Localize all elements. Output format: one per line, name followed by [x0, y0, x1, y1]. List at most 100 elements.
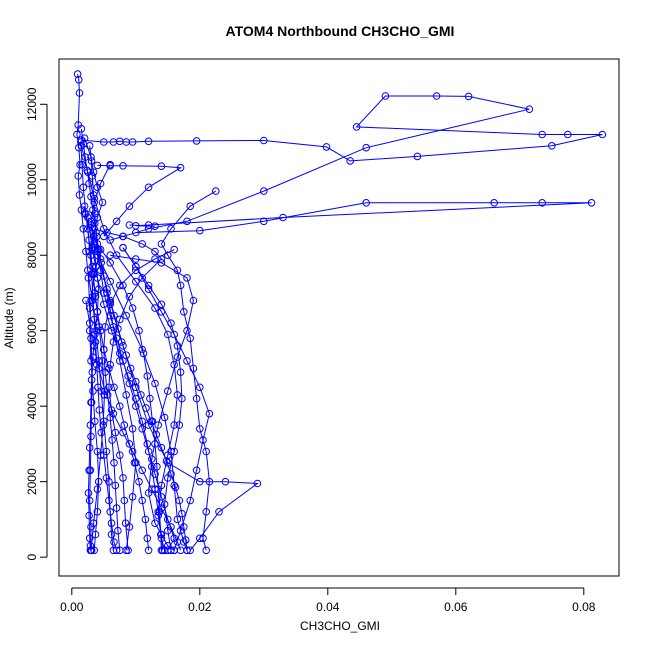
data-point — [139, 349, 148, 358]
data-point — [587, 199, 596, 207]
data-point — [192, 466, 201, 475]
chart-title: ATOM4 Northbound CH3CHO_GMI — [226, 23, 455, 39]
data-point — [85, 443, 94, 452]
data-point — [93, 508, 102, 516]
data-point — [105, 496, 113, 505]
data-point — [96, 245, 105, 254]
data-point — [173, 353, 182, 361]
data-point — [91, 209, 99, 218]
data-point — [144, 137, 153, 146]
data-point — [105, 383, 113, 392]
data-point — [167, 470, 175, 478]
y-tick-label: 4000 — [25, 393, 39, 420]
series-4 — [125, 199, 596, 237]
data-point — [95, 406, 104, 414]
series-line — [84, 138, 175, 551]
data-point — [178, 394, 186, 403]
series-line — [80, 145, 178, 551]
data-point — [196, 226, 204, 235]
data-point — [181, 536, 190, 544]
data-point — [154, 485, 162, 494]
data-point — [173, 515, 182, 524]
data-point — [132, 383, 140, 392]
data-point — [126, 364, 135, 373]
x-tick-label: 0.00 — [60, 600, 84, 614]
data-point — [93, 232, 101, 241]
data-point — [352, 123, 361, 131]
data-point — [132, 377, 140, 386]
data-point — [186, 202, 194, 210]
data-point — [96, 266, 105, 275]
data-point — [147, 417, 155, 426]
data-point — [124, 372, 132, 380]
data-point — [110, 311, 118, 320]
data-point — [97, 259, 105, 267]
data-point — [79, 225, 88, 233]
y-tick-label: 12000 — [25, 87, 39, 121]
data-point — [122, 351, 130, 360]
data-point — [196, 425, 204, 433]
data-point — [128, 493, 137, 501]
data-point — [86, 546, 95, 555]
data-point — [106, 236, 114, 244]
data-point — [157, 162, 166, 170]
data-point — [189, 364, 198, 373]
data-point — [90, 546, 98, 555]
data-point — [87, 398, 95, 407]
plot-frame — [58, 58, 620, 577]
data-point — [598, 130, 607, 139]
x-tick-label: 0.08 — [572, 600, 596, 614]
data-point — [98, 198, 107, 207]
data-point — [125, 221, 134, 229]
data-point — [87, 432, 95, 441]
series-8 — [80, 209, 262, 555]
data-point — [151, 379, 159, 388]
y-tick-label: 0 — [25, 553, 39, 560]
data-point — [176, 163, 185, 172]
data-point — [260, 136, 268, 145]
data-point — [85, 326, 94, 335]
data-point — [100, 225, 108, 233]
data-point — [102, 474, 111, 482]
data-point — [76, 160, 84, 169]
data-point — [173, 266, 182, 275]
series-3 — [93, 161, 185, 241]
data-point — [132, 255, 140, 263]
data-point — [80, 202, 89, 210]
data-point — [96, 326, 105, 335]
data-point — [124, 546, 132, 555]
data-point — [107, 519, 116, 528]
data-point — [90, 315, 98, 324]
data-point — [205, 409, 214, 418]
data-point — [116, 402, 124, 411]
data-point — [167, 319, 175, 328]
data-point — [199, 436, 207, 444]
data-point — [490, 199, 499, 207]
data-point — [112, 504, 121, 512]
data-point — [101, 323, 109, 331]
x-tick-label: 0.04 — [316, 600, 340, 614]
data-point — [137, 391, 145, 399]
data-point — [215, 508, 223, 516]
data-point — [143, 534, 152, 543]
data-point — [119, 162, 127, 170]
data-point — [114, 526, 122, 535]
data-point — [176, 281, 185, 290]
data-point — [180, 308, 188, 316]
data-point — [106, 259, 114, 267]
data-point — [91, 338, 100, 346]
data-point — [170, 421, 178, 429]
data-point — [178, 509, 186, 518]
data-point — [151, 304, 159, 312]
series-6 — [119, 243, 214, 555]
data-point — [73, 130, 81, 139]
data-point — [110, 459, 118, 467]
y-tick-label: 2000 — [25, 468, 39, 495]
data-point — [164, 387, 172, 395]
x-axis-label: CH3CHO_GMI — [300, 619, 380, 633]
data-point — [130, 459, 139, 467]
data-point — [125, 202, 134, 210]
data-point — [170, 360, 178, 369]
data-point — [157, 530, 165, 539]
data-point — [186, 334, 194, 343]
